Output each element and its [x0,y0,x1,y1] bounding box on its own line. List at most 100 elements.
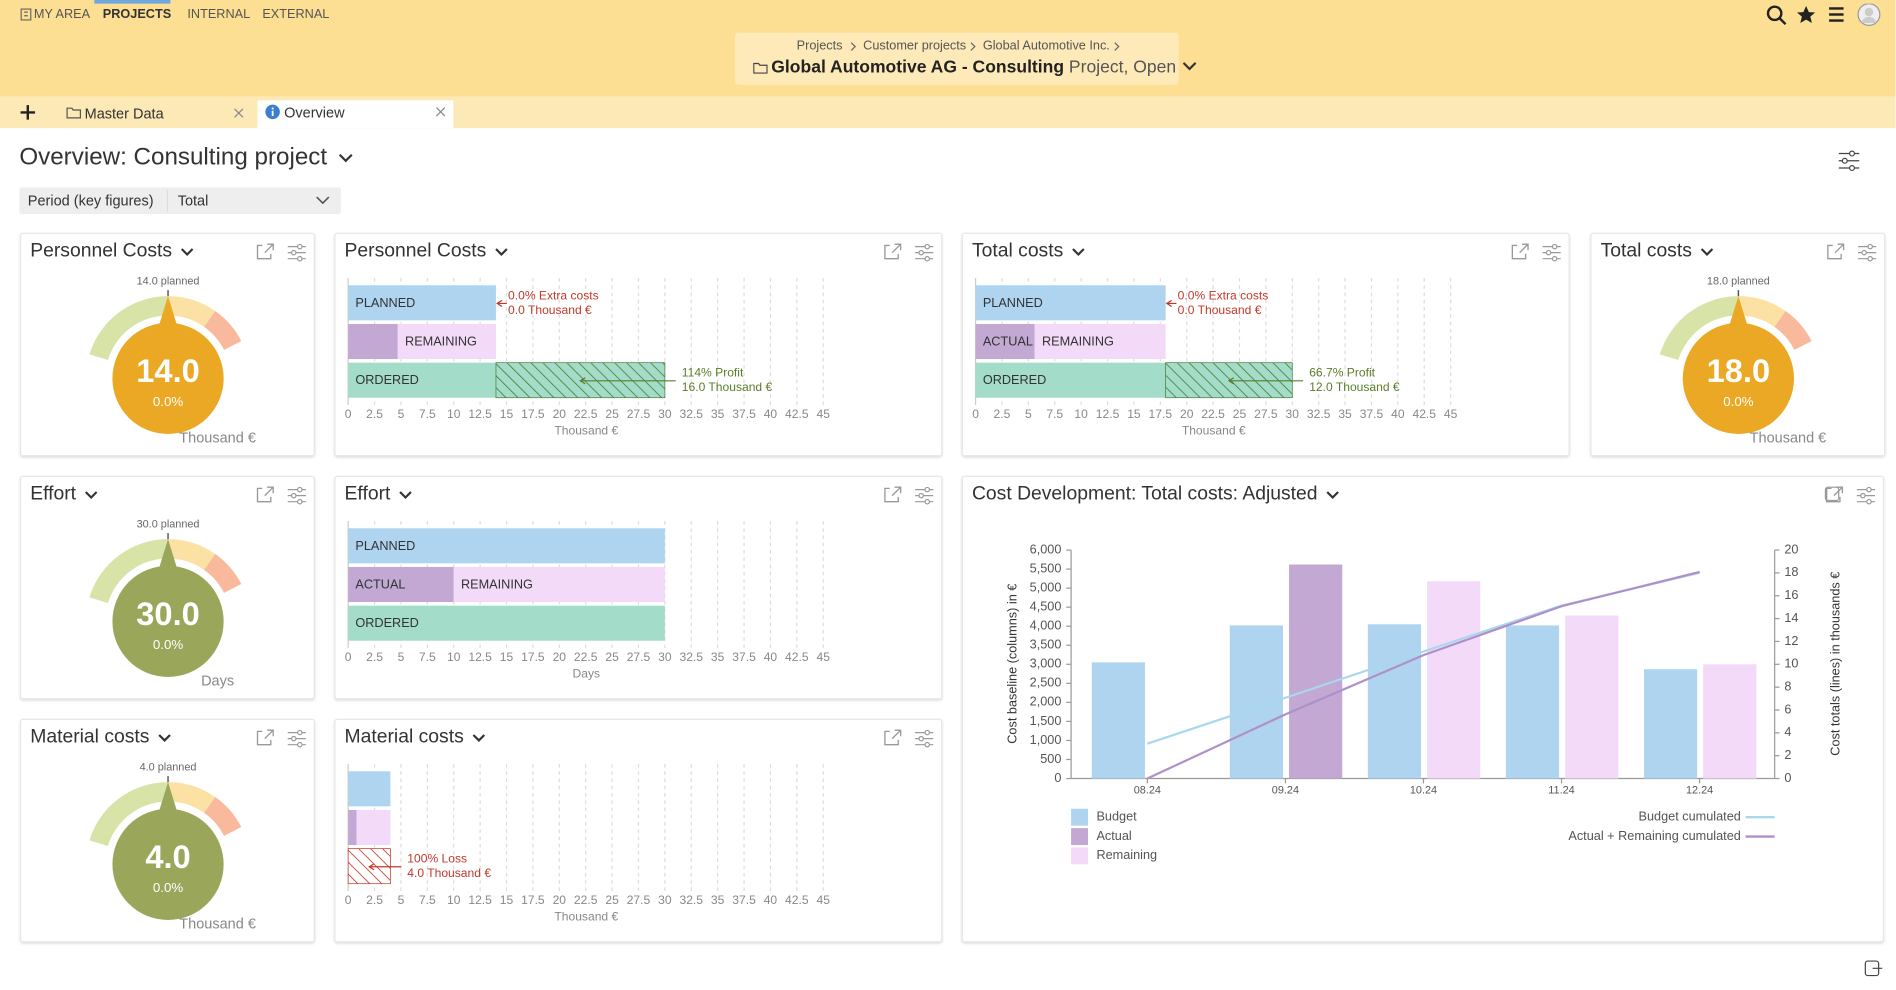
x-tick-label: 35 [711,650,725,664]
x-tick-label: 42.5 [1412,407,1436,421]
export-icon[interactable] [256,486,274,503]
settings-icon[interactable] [287,489,306,503]
title-dropdown[interactable] [399,491,412,500]
close-tab[interactable] [233,108,244,119]
export-icon[interactable] [256,729,274,746]
gauge-band-mid [168,782,216,813]
tab[interactable]: Master Data [57,102,252,129]
dropdown-icon[interactable] [337,152,354,164]
menu-icon[interactable] [1829,7,1844,22]
settings-icon[interactable] [287,731,306,746]
period-filter[interactable]: Period (key figures) Total [19,187,341,214]
save-icon[interactable] [1824,486,1840,502]
segment-label: PLANNED [983,296,1043,310]
title-dropdown[interactable] [472,734,486,742]
x-tick-label: 27.5 [627,650,651,664]
settings-icon[interactable] [1542,246,1561,260]
x-tick-label: 45 [1444,407,1458,421]
x-tick-label: 45 [817,650,831,664]
y2-tick-label: 16 [1784,588,1798,602]
legend-label[interactable]: Actual [1096,829,1131,843]
y-tick-label: 2,500 [1030,676,1062,690]
note-text: 0.0 Thousand € [1178,303,1262,317]
favorite-icon[interactable] [1797,6,1816,23]
gauge-needle [1729,296,1748,327]
tab[interactable]: Overview [257,100,454,129]
page-title[interactable]: Overview: Consulting project [19,144,353,172]
export-icon[interactable] [1825,486,1844,503]
export-icon[interactable] [884,486,902,503]
project-status: Project, Open [1068,58,1177,78]
export-icon[interactable] [1827,243,1845,260]
note-text: 0.0% Extra costs [508,288,599,302]
bar-segment [1034,323,1166,360]
title-dropdown[interactable] [158,734,171,742]
settings-knob [1866,486,1872,493]
avatar[interactable] [1857,3,1881,26]
page-title-text: Overview: Consulting project [19,143,328,171]
settings-icon[interactable] [1856,489,1876,503]
settings-icon[interactable] [915,246,934,260]
nav-item[interactable]: MY AREA [33,7,91,22]
bar [1289,564,1343,779]
legend-label[interactable]: Remaining [1096,848,1157,862]
breadcrumb-separator [1110,42,1120,51]
x-tick-label: 42.5 [785,407,809,421]
x-tick-label: 37.5 [1360,407,1384,421]
nav-item[interactable]: INTERNAL [187,7,251,22]
title-dropdown[interactable] [1326,491,1339,500]
x-tick-label: 22.5 [574,407,598,421]
legend-label[interactable]: Actual + Remaining cumulated [1568,829,1740,843]
x-axis-label: Thousand € [554,910,618,924]
breadcrumb-item[interactable]: Global Automotive Inc. [982,38,1110,54]
title-dropdown[interactable] [1700,248,1714,257]
y-tick-label: 5,000 [1030,580,1062,594]
settings-knob [1545,249,1552,256]
close-tab[interactable] [435,106,446,117]
settings-icon[interactable] [915,489,934,503]
gauge-disc [112,565,224,677]
legend-label[interactable]: Budget cumulated [1639,810,1741,824]
gauge-unit: Thousand € [1750,431,1827,447]
export-icon[interactable] [256,243,274,260]
settings-knob [918,492,924,499]
add-tab-button[interactable] [19,104,36,121]
nav-item[interactable]: EXTERNAL [262,7,330,22]
export-icon[interactable] [884,243,902,260]
search-icon[interactable] [1766,5,1787,26]
bar-segment [453,566,665,603]
bar [1565,615,1619,779]
settings-icon[interactable] [287,246,306,260]
tab-label: Master Data [84,105,164,123]
export-icon[interactable] [1511,243,1529,260]
dropdown-icon[interactable] [316,196,331,206]
title-dropdown[interactable] [495,248,508,257]
widget-card [19,718,315,943]
legend-label[interactable]: Budget [1096,810,1137,824]
project-title[interactable]: Global Automotive AG - Consulting Project… [771,58,1198,77]
title-dropdown[interactable] [1072,248,1085,257]
widget-card [1590,232,1886,457]
export-icon[interactable] [884,729,902,746]
segment-label: PLANNED [355,539,415,553]
x-tick-label: 12.5 [468,650,492,664]
bar-segment [348,566,454,603]
footer-icon[interactable] [1864,960,1883,977]
bar-segment [356,809,391,846]
x-tick-label: 7.5 [419,893,436,907]
segment-label: ORDERED [355,616,418,630]
dropdown-icon[interactable] [1181,60,1198,72]
settings-icon[interactable] [915,731,934,746]
title-dropdown[interactable] [180,248,194,257]
line-series [1146,570,1700,780]
y2-tick-label: 2 [1784,748,1791,762]
breadcrumb-item[interactable]: Projects [796,38,843,54]
x-tick-label: 40 [764,893,778,907]
settings-knob [290,492,297,499]
settings-icon[interactable] [1858,246,1877,260]
breadcrumb-item[interactable]: Customer projects [863,38,967,54]
nav-item[interactable]: PROJECTS [102,7,172,22]
page-settings-icon[interactable] [1838,150,1861,172]
title-dropdown[interactable] [84,491,98,500]
segment-label: ORDERED [355,373,418,387]
